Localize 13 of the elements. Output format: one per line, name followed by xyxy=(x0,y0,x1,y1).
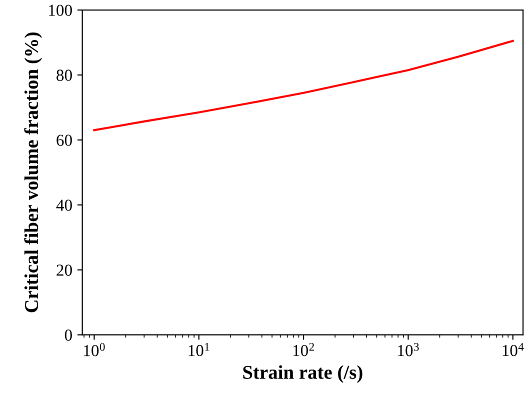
x-tick-label: 10$^{3}$ xyxy=(398,342,419,356)
x-tick-label: 10$^{2}$ xyxy=(293,342,314,356)
x-tick-label: 10$^{1}$ xyxy=(188,342,210,356)
y-tick-label: 100 xyxy=(49,4,72,16)
y-tick-label: 60 xyxy=(56,134,72,146)
y-tick-label: 40 xyxy=(56,200,72,211)
y-tick-label: 80 xyxy=(56,70,72,81)
x-tick-label: 10$^{4}$ xyxy=(502,342,524,356)
y-tick-label: 20 xyxy=(56,264,72,276)
y-axis-title: Critical fiber volume fraction (%) xyxy=(24,32,42,312)
x-axis-title: Strain rate (/s) xyxy=(243,365,362,383)
x-tick-label: 10$^{0}$ xyxy=(84,342,105,356)
y-tick-label: 0 xyxy=(64,330,72,341)
